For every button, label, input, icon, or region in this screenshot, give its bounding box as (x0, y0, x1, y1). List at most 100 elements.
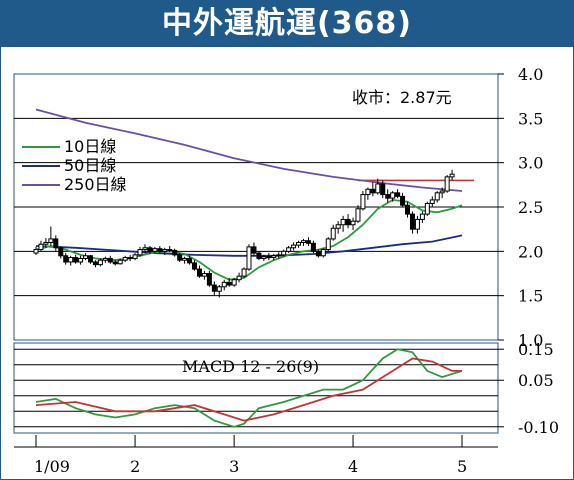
candle-body (92, 261, 98, 266)
candle (216, 285, 222, 298)
candle (365, 187, 371, 200)
candle-body (335, 224, 341, 229)
candle-body (177, 254, 183, 261)
macd-title: MACD 12 - 26(9) (182, 357, 319, 376)
legend-item: 250日線 (22, 175, 127, 194)
candle (87, 254, 93, 264)
x-tick-label: 4 (348, 457, 358, 476)
candle (221, 279, 227, 291)
candle (206, 270, 212, 287)
candle (246, 244, 252, 271)
price-panel: 4.0 3.5 3.0 2.5 2.0 1.5 1.0 收市：2.87元 10日線50日線250… (13, 65, 543, 350)
candle (68, 255, 74, 266)
candle (83, 253, 89, 261)
candle-body (33, 249, 39, 254)
candle-body (196, 268, 202, 277)
candle (226, 277, 232, 287)
candle-body (68, 257, 74, 263)
legend-label: 50日線 (64, 156, 116, 175)
candle (117, 258, 123, 265)
candle-body (137, 249, 143, 256)
candle (231, 277, 237, 287)
candle (296, 240, 302, 248)
candle-body (409, 213, 415, 230)
candle-body (38, 243, 44, 251)
candle-body (216, 286, 222, 292)
macd-line (35, 348, 463, 428)
candle-body (360, 194, 366, 210)
candle-body (281, 250, 287, 256)
candle-body (444, 176, 450, 192)
legend-item: 10日線 (22, 137, 116, 156)
candle-body (192, 262, 198, 270)
candle-body (320, 249, 326, 257)
candle-body (73, 257, 79, 263)
candle-body (147, 247, 153, 252)
candle-body (182, 257, 188, 261)
candle (355, 205, 361, 223)
candle (127, 254, 133, 262)
candle (390, 191, 396, 202)
candle-body (43, 241, 49, 245)
candle (335, 221, 341, 234)
candle (281, 249, 287, 257)
candle-body (87, 255, 93, 263)
candle (340, 215, 346, 232)
candle-body (127, 257, 133, 260)
candle (201, 270, 207, 280)
legend-label: 250日線 (64, 175, 127, 194)
candle (33, 246, 39, 255)
candle-body (414, 218, 420, 230)
candle (271, 253, 277, 261)
candle (241, 267, 247, 278)
candle-body (330, 227, 336, 240)
candle-body (58, 247, 64, 257)
candle-body (405, 204, 411, 215)
candle-body (112, 261, 118, 265)
candle-body (251, 246, 257, 254)
candle (305, 237, 311, 247)
x-tick-label: 1/09 (34, 457, 70, 476)
candle (137, 246, 143, 257)
candle (315, 249, 321, 258)
candle (375, 178, 381, 195)
candle (286, 246, 292, 254)
candle (429, 196, 435, 207)
candle-body (380, 183, 386, 196)
price-y-tick-label: 1.5 (518, 287, 543, 306)
candle (182, 256, 188, 264)
candle-body (226, 281, 232, 286)
candle-body (385, 194, 391, 199)
candle (370, 182, 376, 197)
candle-body (256, 252, 262, 259)
candle (63, 253, 69, 265)
macd-y-tick-label: 0.15 (518, 340, 554, 359)
candle-body (350, 220, 356, 226)
candle (122, 255, 128, 262)
candle-body (390, 192, 396, 199)
macd-panel: 0.15 0.05 -0.10 MACD 12 - 26(9) (13, 340, 559, 437)
candle (97, 258, 103, 267)
candle-body (375, 183, 381, 194)
candle-body (132, 254, 138, 259)
candle (132, 253, 138, 261)
candle-body (305, 240, 311, 244)
x-tick-label: 5 (457, 457, 467, 476)
candle (419, 211, 425, 223)
candle-body (424, 202, 430, 215)
candle-body (167, 249, 173, 252)
candle-body (102, 257, 108, 261)
candle-body (157, 248, 163, 252)
candle (350, 217, 356, 231)
candle (405, 201, 411, 218)
candle (424, 201, 430, 216)
candle (439, 187, 445, 199)
candle-body (315, 250, 321, 257)
candle (58, 246, 64, 259)
candle (157, 246, 163, 254)
close-price-annotation: 收市：2.87元 (352, 88, 452, 107)
candle (276, 252, 282, 259)
x-tick-label: 2 (130, 457, 140, 476)
price-y-tick-label: 3.0 (518, 154, 543, 173)
